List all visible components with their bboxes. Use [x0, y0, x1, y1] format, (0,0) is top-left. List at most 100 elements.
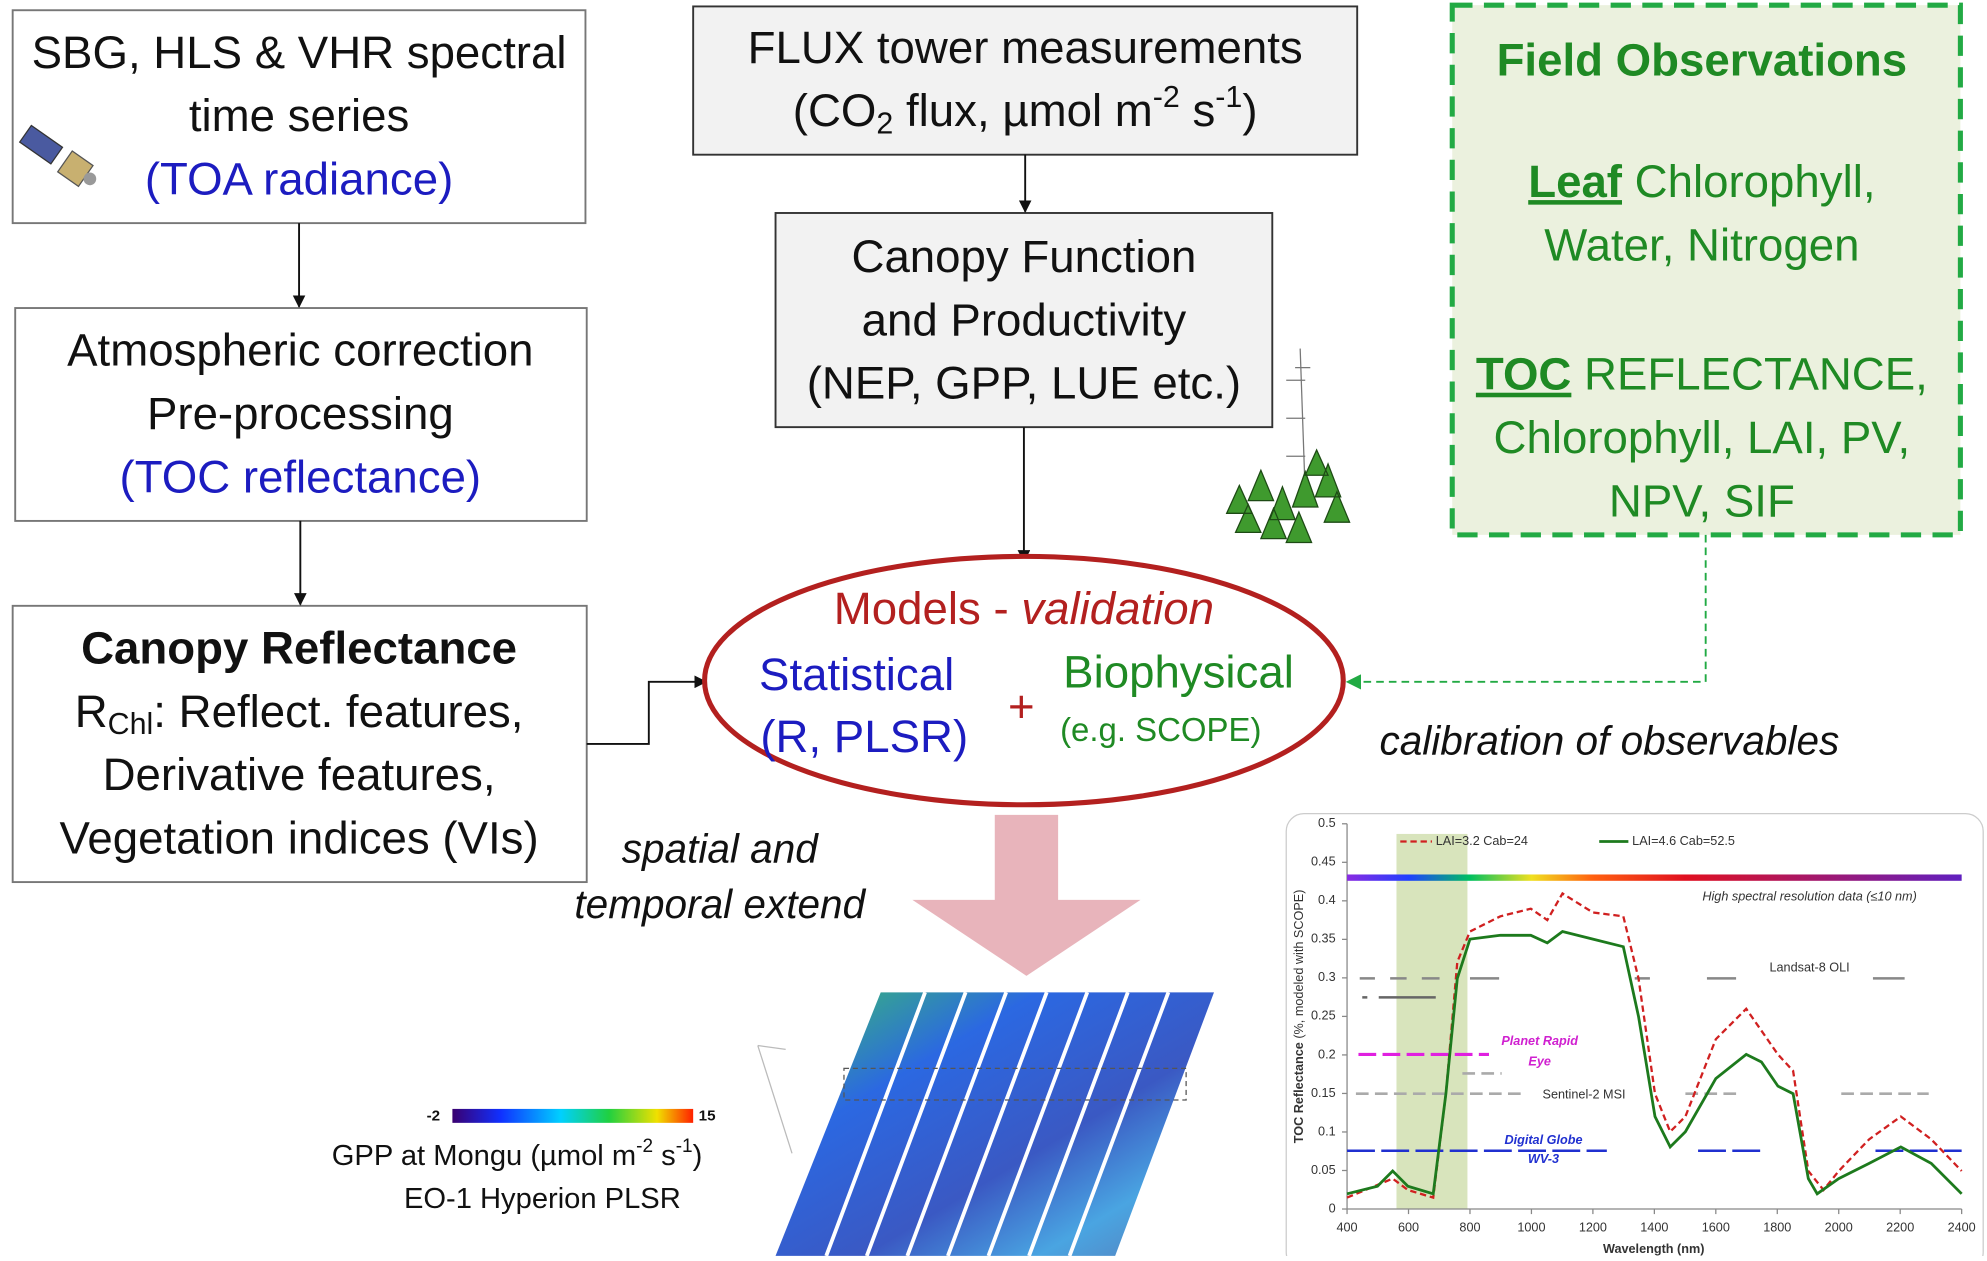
- statistical-label: Statistical: [759, 649, 954, 700]
- superscript: -1: [676, 1136, 693, 1157]
- x-tick-label: 2000: [1825, 1220, 1853, 1234]
- canopy-function-box: [774, 212, 1274, 429]
- legend-label: LAI=4.6 Cab=52.5: [1632, 834, 1735, 848]
- superscript: -1: [1215, 80, 1242, 114]
- satellite-icon: [18, 124, 97, 188]
- annotation: Digital Globe: [1504, 1133, 1582, 1147]
- x-tick-label: 2400: [1948, 1220, 1976, 1234]
- text-part: ): [1242, 85, 1257, 136]
- text-part: s: [1180, 85, 1215, 136]
- biophysical-label: Biophysical: [1063, 647, 1294, 698]
- statistical-methods: (R, PLSR): [760, 711, 968, 762]
- atmospheric-line: Atmospheric correction: [67, 325, 533, 376]
- flux-unit: (CO2 flux, µmol m-2 s-1): [793, 80, 1258, 141]
- canopy-function-line: Canopy Function: [852, 231, 1197, 282]
- text-part: validation: [1021, 583, 1214, 634]
- spectra-inset: LAI=3.2 Cab=24 LAI=4.6 Cab=52.5 High spe…: [1285, 813, 1984, 1261]
- x-tick-label: 1200: [1579, 1220, 1607, 1234]
- sentinel-bars: [1355, 1072, 1929, 1095]
- canopy-reflectance-title: Canopy Reflectance: [81, 622, 517, 673]
- field-box: [1449, 2, 1963, 538]
- annotation: Eye: [1528, 1054, 1551, 1068]
- colorbar: [452, 1108, 694, 1123]
- sensor-line: SBG, HLS & VHR spectral: [32, 27, 567, 78]
- field-line: TOC REFLECTANCE,: [1476, 349, 1928, 400]
- arrow: [586, 675, 708, 745]
- sensor-box: [11, 9, 587, 225]
- text-part: (CO: [793, 85, 877, 136]
- y-tick-label: 0.4: [1318, 893, 1336, 907]
- canopy-reflectance-box: [11, 604, 588, 884]
- text-part: R: [75, 686, 108, 737]
- canopy-function-line: (NEP, GPP, LUE etc.): [807, 358, 1241, 409]
- annotation: Sentinel-2 MSI: [1543, 1087, 1626, 1101]
- forest-icon: [1225, 448, 1351, 544]
- sensor-product: (TOA radiance): [145, 154, 453, 205]
- field-line: Leaf Chlorophyll,: [1528, 156, 1875, 207]
- subscript: 2: [876, 107, 893, 141]
- tower-icon: [1286, 348, 1311, 495]
- x-tick-label: 1800: [1763, 1220, 1791, 1234]
- subscript: Chl: [108, 707, 154, 741]
- y-tick-label: 0.15: [1311, 1086, 1336, 1100]
- y-tick-label: 0.25: [1311, 1009, 1336, 1023]
- field-line: Water, Nitrogen: [1544, 220, 1859, 271]
- x-tick-label: 400: [1336, 1220, 1357, 1234]
- map-method: EO-1 Hyperion PLSR: [404, 1183, 681, 1215]
- field-title: Field Observations: [1497, 35, 1908, 86]
- y-tick-label: 0.05: [1311, 1163, 1336, 1177]
- text-part: GPP at Mongu (µmol m: [332, 1140, 636, 1172]
- text-part: s: [653, 1140, 676, 1172]
- x-tick-label: 600: [1398, 1220, 1419, 1234]
- extend-label: temporal extend: [574, 881, 866, 927]
- canopy-reflectance-line: Derivative features,: [103, 749, 496, 800]
- arrows: [292, 154, 1032, 745]
- extend-label: spatial and: [622, 825, 820, 871]
- y-tick-label: 0: [1329, 1201, 1336, 1215]
- annotation: High spectral resolution data (≤10 nm): [1702, 890, 1916, 904]
- text-part: Chlorophyll,: [1622, 156, 1876, 207]
- high-res-bar: [1347, 874, 1962, 881]
- text-part: REFLECTANCE,: [1571, 349, 1927, 400]
- x-tick-label: 800: [1459, 1220, 1480, 1234]
- field-line: Chlorophyll, LAI, PV,: [1494, 412, 1911, 463]
- text-part: (%, modeled with SCOPE): [1293, 890, 1307, 1043]
- y-tick-label: 0.1: [1318, 1124, 1336, 1138]
- map-caption: GPP at Mongu (µmol m-2 s-1): [332, 1136, 703, 1172]
- atmospheric-box: [14, 307, 588, 522]
- canopy-function-line: and Productivity: [862, 294, 1187, 345]
- plus-sign: +: [1008, 681, 1035, 732]
- calibration-label: calibration of observables: [1379, 718, 1839, 764]
- canopy-reflectance-line: Vegetation indices (VIs): [59, 813, 538, 864]
- text-part: : Reflect. features,: [153, 686, 523, 737]
- y-tick-label: 0.35: [1311, 932, 1336, 946]
- x-tick-label: 1000: [1517, 1220, 1545, 1234]
- y-tick-label: 0.5: [1318, 816, 1336, 830]
- sensor-line: time series: [189, 90, 410, 141]
- annotation: Landsat-8 OLI: [1769, 961, 1849, 975]
- atmospheric-line: Pre-processing: [147, 388, 454, 439]
- gpp-map: [757, 991, 1214, 1257]
- colorbar-min: -2: [427, 1108, 441, 1125]
- y-tick-label: 0.2: [1318, 1047, 1336, 1061]
- y-tick-label: 0.45: [1311, 855, 1336, 869]
- flux-box: [692, 5, 1359, 156]
- underlined-term: TOC: [1476, 349, 1571, 400]
- annotation: WV-3: [1528, 1152, 1559, 1166]
- red-edge-band: [1396, 833, 1468, 1210]
- calibration-arrow: [1345, 534, 1707, 690]
- text-part: flux, µmol m: [893, 85, 1152, 136]
- x-tick-label: 1600: [1702, 1220, 1730, 1234]
- flux-title: FLUX tower measurements: [748, 22, 1303, 73]
- text-part: ): [693, 1140, 703, 1172]
- x-tick-label: 2200: [1886, 1220, 1914, 1234]
- spectrum-curve: [1346, 929, 1963, 1196]
- upscale-arrow: [912, 814, 1141, 976]
- x-axis-label: Wavelength (nm): [1603, 1242, 1704, 1256]
- canopy-reflectance-line: RChl: Reflect. features,: [75, 686, 524, 741]
- models-ellipse: [702, 553, 1346, 808]
- superscript: -2: [1153, 80, 1180, 114]
